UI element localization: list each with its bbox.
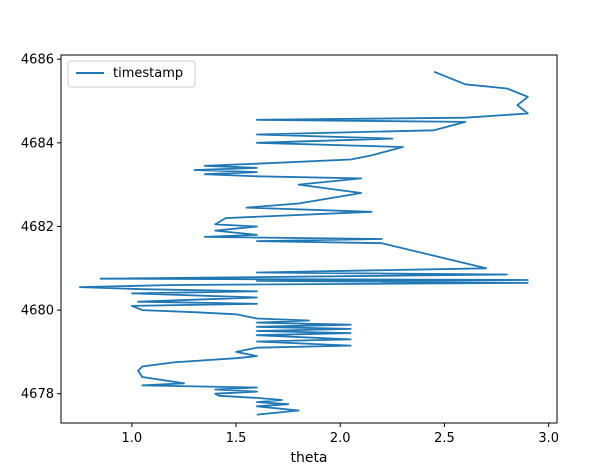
x-tick-label: 2.0 bbox=[330, 431, 351, 446]
y-tick-label: 4684 bbox=[21, 136, 54, 151]
y-tick-label: 4682 bbox=[21, 220, 54, 235]
plot-frame bbox=[60, 54, 558, 424]
x-tick-label: 1.5 bbox=[226, 431, 247, 446]
legend-box bbox=[67, 60, 196, 88]
series-layer bbox=[78, 70, 529, 416]
y-tick-label: 4680 bbox=[21, 304, 54, 319]
y-tick-label: 4686 bbox=[21, 53, 54, 68]
x-tick-label: 1.0 bbox=[122, 431, 143, 446]
legend: timestamp bbox=[67, 60, 196, 88]
axes-layer bbox=[60, 54, 558, 424]
x-axis-label: theta bbox=[290, 450, 327, 466]
x-tick-label: 2.5 bbox=[434, 431, 455, 446]
legend-label-timestamp: timestamp bbox=[113, 66, 183, 81]
y-tick-label: 4678 bbox=[21, 387, 54, 402]
series-line-timestamp bbox=[78, 70, 529, 416]
x-axis-ticks: 1.0 1.5 2.0 2.5 3.0 bbox=[122, 423, 559, 446]
x-tick-label: 3.0 bbox=[538, 431, 559, 446]
y-axis-ticks: 4678 4680 4682 4684 4686 bbox=[21, 53, 61, 402]
